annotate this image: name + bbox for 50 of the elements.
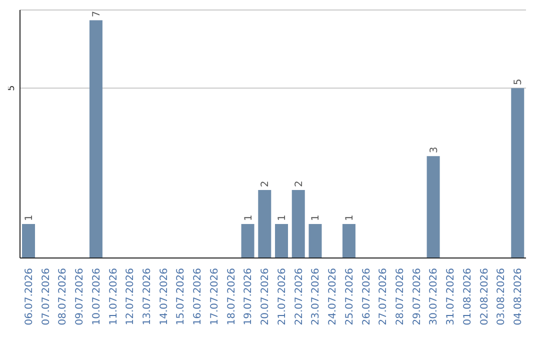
data-label: 5 bbox=[513, 78, 524, 86]
x-tick-label: 16.07.2026 bbox=[192, 268, 204, 326]
x-tick-label: 24.07.2026 bbox=[328, 268, 339, 326]
x-tick-label: 18.07.2026 bbox=[226, 268, 238, 326]
x-tick-label: 10.07.2026 bbox=[91, 268, 102, 326]
data-label: 3 bbox=[428, 146, 440, 154]
x-tick-label: 08.07.2026 bbox=[58, 268, 69, 326]
data-label: 1 bbox=[344, 214, 356, 222]
x-tick-label: 14.07.2026 bbox=[158, 268, 170, 326]
bar bbox=[241, 224, 254, 258]
x-tick-label: 15.07.2026 bbox=[176, 268, 187, 326]
x-tick-label: 19.07.2026 bbox=[243, 268, 254, 326]
data-label: 2 bbox=[260, 180, 272, 188]
x-tick-label: 17.07.2026 bbox=[209, 268, 220, 326]
bar bbox=[308, 224, 322, 258]
data-label: 7 bbox=[91, 10, 102, 18]
x-tick-label: 23.07.2026 bbox=[310, 268, 322, 326]
bar bbox=[342, 224, 356, 258]
bar bbox=[275, 224, 288, 258]
x-tick-label: 11.07.2026 bbox=[108, 268, 120, 326]
x-tick-label: 07.07.2026 bbox=[40, 268, 52, 326]
data-label: 1 bbox=[243, 214, 254, 222]
x-tick-label: 02.08.2026 bbox=[479, 268, 490, 326]
bar bbox=[511, 88, 524, 258]
bar bbox=[258, 190, 272, 258]
x-tick-label: 28.07.2026 bbox=[395, 268, 406, 326]
x-tick-label: 25.07.2026 bbox=[344, 268, 356, 326]
data-label: 1 bbox=[310, 214, 322, 222]
data-label: 1 bbox=[24, 214, 35, 222]
x-tick-label: 26.07.2026 bbox=[361, 268, 372, 326]
x-tick-label: 12.07.2026 bbox=[125, 268, 136, 326]
x-tick-label: 21.07.2026 bbox=[276, 268, 288, 326]
x-tick-label: 06.07.2026 bbox=[24, 268, 35, 326]
x-tick-label: 27.07.2026 bbox=[378, 268, 390, 326]
x-tick-label: 09.07.2026 bbox=[74, 268, 86, 326]
x-tick-label: 29.07.2026 bbox=[412, 268, 423, 326]
x-tick-label: 01.08.2026 bbox=[462, 268, 474, 326]
x-tick-label: 13.07.2026 bbox=[142, 268, 153, 326]
bar bbox=[22, 224, 35, 258]
x-tick-label: 31.07.2026 bbox=[446, 268, 457, 326]
bar bbox=[89, 20, 102, 258]
data-label: 1 bbox=[277, 214, 288, 222]
x-tick-label: 22.07.2026 bbox=[294, 268, 305, 326]
x-tick-label: 20.07.2026 bbox=[260, 268, 272, 326]
bar bbox=[292, 190, 305, 258]
data-label: 2 bbox=[294, 180, 305, 188]
x-tick-label: 03.08.2026 bbox=[496, 268, 508, 326]
x-tick-label: 30.07.2026 bbox=[428, 268, 440, 326]
bar bbox=[426, 156, 440, 258]
x-tick-label: 04.08.2026 bbox=[513, 268, 524, 326]
